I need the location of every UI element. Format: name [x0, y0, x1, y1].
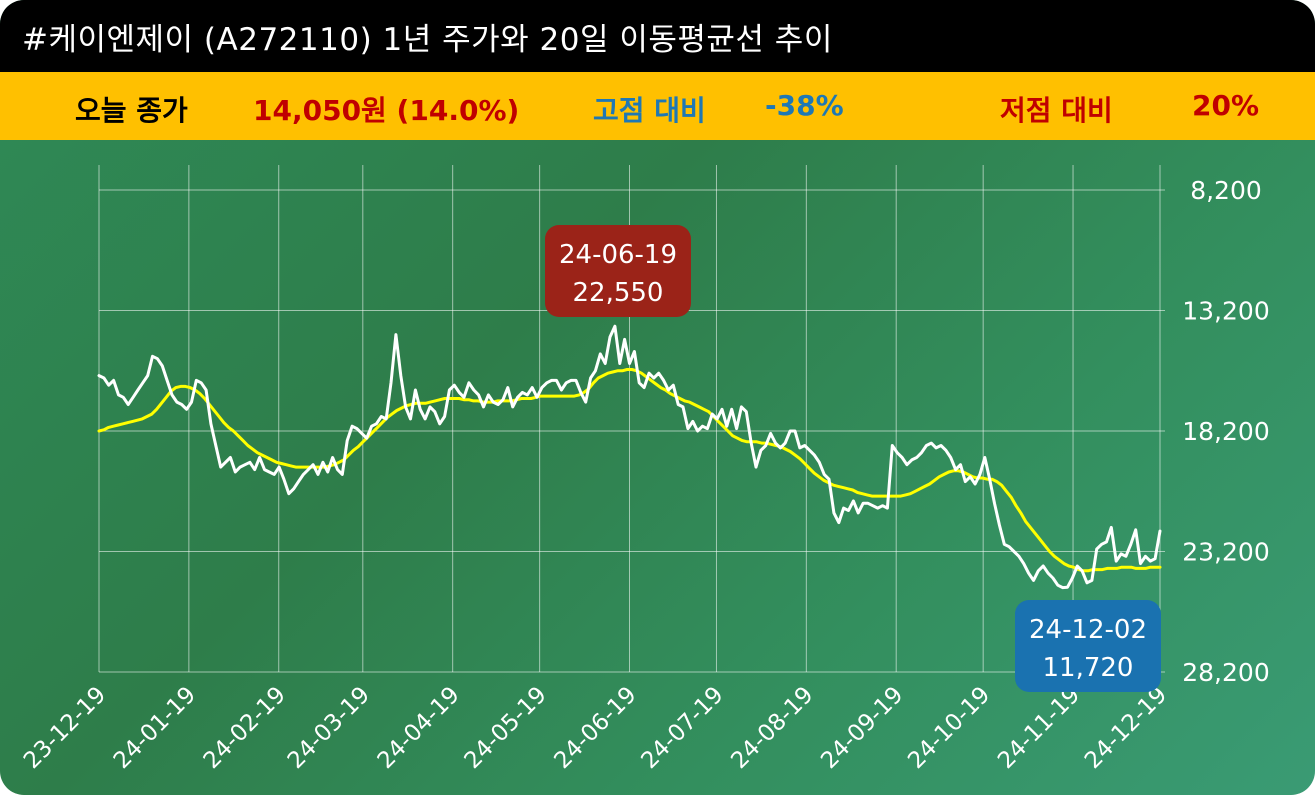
vs-high-value: -38%: [765, 89, 844, 122]
y-tick-label: 23,200: [1182, 538, 1269, 567]
x-tick-label: 24-11-19: [993, 682, 1085, 774]
stock-line-chart: 28,20023,20018,20013,2008,20023-12-1924-…: [19, 165, 1270, 774]
high-annotation-date: 24-06-19: [559, 240, 677, 270]
x-tick-label: 24-10-19: [903, 682, 995, 774]
chart-title: #케이엔제이 (A272110) 1년 주가와 20일 이동평균선 추이: [22, 22, 833, 58]
x-tick-label: 24-01-19: [109, 682, 201, 774]
low-annotation-value: 11,720: [1043, 653, 1134, 683]
high-annotation-box: [545, 225, 691, 317]
y-tick-label: 18,200: [1182, 417, 1269, 446]
x-tick-label: 24-02-19: [199, 682, 291, 774]
y-tick-label: 28,200: [1182, 658, 1269, 687]
high-annotation-value: 22,550: [573, 278, 664, 308]
low-annotation-date: 24-12-02: [1029, 615, 1147, 645]
x-tick-label: 24-09-19: [816, 682, 908, 774]
x-tick-label: 24-05-19: [460, 682, 552, 774]
vs-low-label: 저점 대비: [1000, 94, 1113, 127]
x-tick-label: 24-08-19: [726, 682, 818, 774]
info-bar: 오늘 종가 14,050원 (14.0%) 고점 대비 -38% 저점 대비 2…: [0, 72, 1315, 140]
price-series-line: [97, 324, 1162, 590]
x-tick-label: 24-07-19: [636, 682, 728, 774]
x-tick-label: 23-12-19: [19, 682, 111, 774]
today-close-value: 14,050원 (14.0%): [253, 94, 520, 127]
y-tick-label: 13,200: [1182, 297, 1269, 326]
x-tick-label: 24-03-19: [283, 682, 375, 774]
x-tick-label: 24-06-19: [550, 682, 642, 774]
y-tick-label: 8,200: [1190, 176, 1262, 205]
vs-high-label: 고점 대비: [593, 94, 706, 127]
x-tick-label: 24-12-19: [1080, 682, 1172, 774]
ma20-series-line: [97, 368, 1162, 573]
low-annotation-box: [1015, 600, 1161, 692]
title-bar: #케이엔제이 (A272110) 1년 주가와 20일 이동평균선 추이: [0, 0, 1315, 72]
vs-low-value: 20%: [1192, 89, 1260, 122]
x-tick-label: 24-04-19: [373, 682, 465, 774]
today-close-label: 오늘 종가: [75, 94, 188, 127]
